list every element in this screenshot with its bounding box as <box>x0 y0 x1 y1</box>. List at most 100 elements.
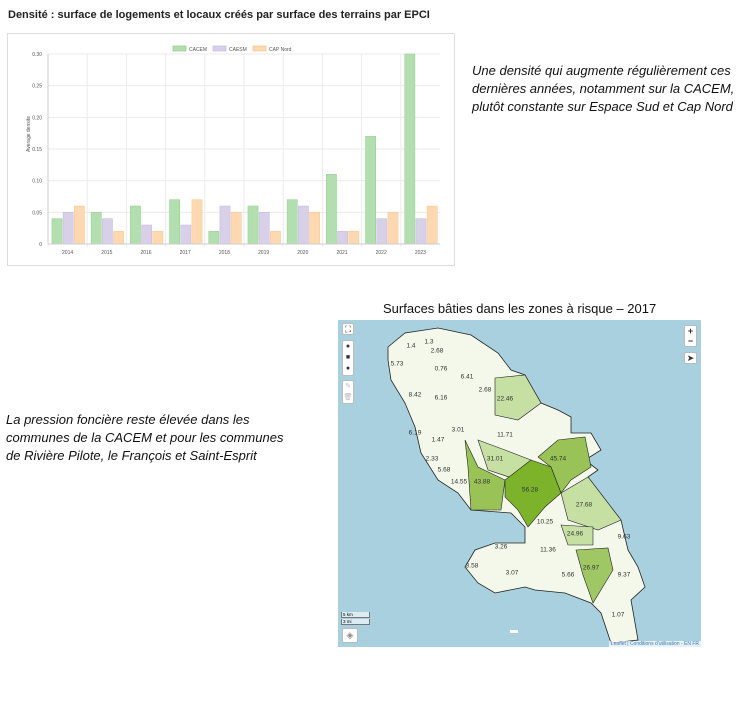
bar-cap-nord <box>270 231 281 245</box>
commune-value-label: 6.16 <box>434 394 448 402</box>
y-tick-label: 0.25 <box>32 84 42 90</box>
bar-cacem <box>247 205 259 245</box>
y-axis-label: Average densite <box>26 116 32 152</box>
y-tick-label: 0.05 <box>32 210 42 216</box>
commune-value-label: 31.01 <box>486 455 504 463</box>
bar-cacem <box>130 205 141 245</box>
commune-value-label: 43.88 <box>473 478 491 486</box>
bar-caesm <box>415 218 427 245</box>
scale-mi: 3 mi <box>341 619 370 625</box>
x-tick-label: 2021 <box>336 250 347 256</box>
bar-cap-nord <box>387 212 399 245</box>
layers-button[interactable]: ◈ <box>342 628 358 643</box>
legend-label: CAP Nord <box>269 47 292 53</box>
legend-swatch <box>212 45 227 52</box>
bar-cap-nord <box>191 199 203 245</box>
draw-polygon-icon[interactable]: ● <box>345 343 351 350</box>
commune-value-label: 2.33 <box>425 455 439 463</box>
commune-value-label: 1.4 <box>406 342 416 350</box>
commune-value-label: 56.28 <box>521 486 539 494</box>
zoom-control[interactable]: + − <box>684 325 697 347</box>
commune-value-label: 3.26 <box>494 543 508 551</box>
map-title: Surfaces bâties dans les zones à risque … <box>383 301 657 316</box>
bar-cap-nord <box>426 205 438 245</box>
bar-caesm <box>298 205 309 245</box>
chart-title: Densité : surface de logements et locaux… <box>8 9 430 21</box>
commune-value-label: 9.63 <box>617 533 631 541</box>
commune-value-label: 22.46 <box>496 395 514 403</box>
zoom-in-button[interactable]: + <box>687 326 694 336</box>
x-tick-label: 2016 <box>140 250 151 256</box>
commune-value-label: 1.3 <box>424 338 434 346</box>
commune-value-label: 11.71 <box>497 431 513 439</box>
x-tick-label: 2017 <box>180 250 191 256</box>
bar-caesm <box>102 218 113 245</box>
bar-caesm <box>258 212 270 245</box>
bar-cap-nord <box>230 212 242 245</box>
commune-value-label: 3.07 <box>505 569 519 577</box>
commune-value-label: 45.74 <box>549 455 567 463</box>
scale-km: 5 km <box>341 612 370 618</box>
delete-icon[interactable]: 🗑 <box>343 394 353 401</box>
locate-button[interactable]: ➤ <box>684 352 697 364</box>
bar-caesm <box>219 205 231 245</box>
commune-value-label: 2.68 <box>478 386 492 394</box>
x-tick-label: 2014 <box>62 250 73 256</box>
bar-cap-nord <box>348 231 360 245</box>
bar-cacem <box>286 199 298 245</box>
legend-label: CAESM <box>229 47 247 53</box>
bar-caesm <box>62 212 74 245</box>
chart-svg: 0 0.05 0.10 0.15 0.20 0.25 0.30 2014 2015 2016 201… <box>26 45 440 256</box>
x-tick-label: 2020 <box>297 250 308 256</box>
commune-value-label: 9.37 <box>617 571 631 579</box>
draw-rectangle-icon[interactable]: ■ <box>345 354 351 361</box>
note-pressure: La pression foncière reste élevée dans l… <box>6 412 284 463</box>
commune-value-label: 6.19 <box>408 429 422 437</box>
bar-caesm <box>376 218 388 245</box>
bar-cacem <box>365 136 376 245</box>
commune-value-label: 1.07 <box>611 611 625 619</box>
commune-value-label: 8.42 <box>408 391 422 399</box>
zoom-out-button[interactable]: − <box>687 336 694 346</box>
bar-caesm <box>337 231 348 245</box>
bar-caesm <box>141 224 152 245</box>
bar-cacem <box>51 218 63 245</box>
commune-value-label: 5.68 <box>437 466 451 474</box>
bar-cap-nord <box>74 205 85 245</box>
commune-value-label: 0.76 <box>434 365 448 373</box>
y-tick-label: 0 <box>39 242 42 248</box>
x-tick-label: 2018 <box>219 250 230 256</box>
draw-circle-icon[interactable]: ● <box>345 365 351 372</box>
bar-cacem <box>90 212 102 245</box>
draw-toolbar[interactable]: ● ■ ● <box>342 340 354 376</box>
x-tick-label: 2022 <box>376 250 387 256</box>
density-chart: 0 0.05 0.10 0.15 0.20 0.25 0.30 2014 2015 2016 201… <box>7 33 455 266</box>
y-tick-label: 0.10 <box>32 179 42 185</box>
bar-caesm <box>180 224 192 245</box>
commune-value-label: 6.41 <box>460 373 474 381</box>
bar-cacem <box>404 53 416 245</box>
commune-value-label: 10.25 <box>536 518 554 526</box>
island-shape <box>387 327 646 644</box>
commune-value-label: 5.73 <box>390 360 404 368</box>
note-density: Une densité qui augmente régulièrement c… <box>472 63 735 114</box>
legend-swatch <box>252 45 267 52</box>
bar-cacem <box>326 174 337 245</box>
map-marker <box>510 630 518 633</box>
edit-toolbar[interactable]: ✎ 🗑 <box>342 380 354 404</box>
commune-value-label: 2.68 <box>430 347 444 355</box>
commune-value-label: 14.55 <box>450 478 468 486</box>
map-attribution[interactable]: Leaflet | Conditions d'utilisation - EN … <box>608 641 701 647</box>
bar-cap-nord <box>309 212 320 245</box>
bar-cacem <box>169 199 180 245</box>
bar-cap-nord <box>113 231 124 245</box>
legend-label: CACEM <box>189 47 207 53</box>
x-tick-label: 2015 <box>101 250 112 256</box>
risk-map[interactable]: 1.4 1.3 2.68 5.73 0.76 6.41 2.68 8.42 6.16 22.46 3… <box>338 320 701 647</box>
commune-value-label: 11.36 <box>540 546 556 554</box>
commune-value-label: 24.96 <box>566 530 584 538</box>
x-tick-label: 2023 <box>415 250 426 256</box>
edit-icon[interactable]: ✎ <box>345 383 351 390</box>
bar-cacem <box>208 231 220 245</box>
fullscreen-button[interactable]: ⛶ <box>342 323 354 335</box>
